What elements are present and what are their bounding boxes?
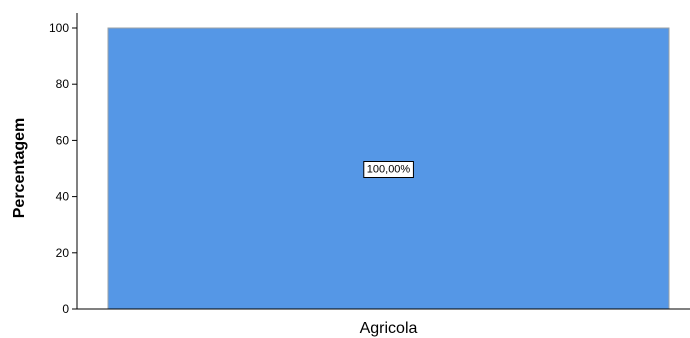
data-label-text: 100,00% [367, 164, 411, 176]
data-labels-layer: 100,00% [363, 161, 414, 178]
y-axis-label: Percentagem [11, 118, 28, 219]
y-tick-label-0: 0 [62, 302, 69, 316]
y-tick-label-20: 20 [56, 246, 70, 260]
x-category-label: Agricola [360, 320, 418, 337]
data-label-box [363, 161, 414, 178]
y-tick-label-40: 40 [56, 190, 70, 204]
y-ticks-layer: 0 20 40 60 80 100 [49, 21, 77, 316]
data-label: 100,00% [363, 161, 414, 178]
x-labels-layer: Agricola [360, 320, 418, 337]
y-tick-label-100: 100 [49, 21, 69, 35]
y-tick-label-80: 80 [56, 77, 70, 91]
y-tick-label-60: 60 [56, 133, 70, 147]
